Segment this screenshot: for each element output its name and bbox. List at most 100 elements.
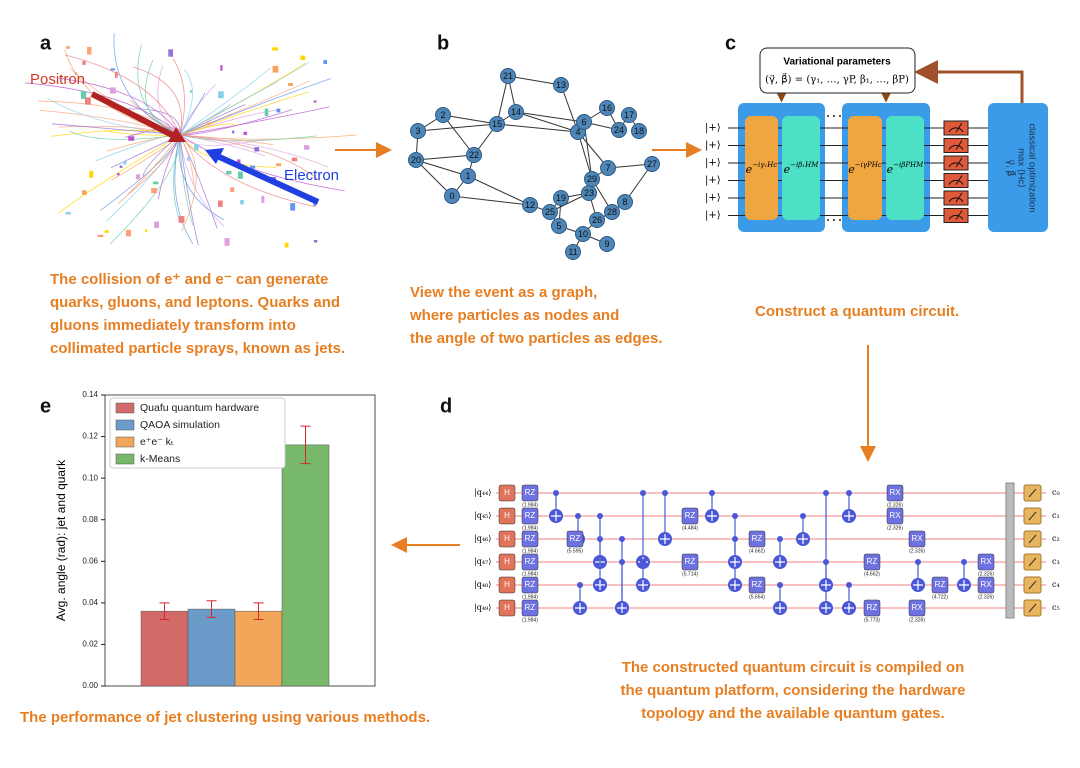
- cnot-plus: [575, 603, 585, 613]
- barrier: [1005, 482, 1015, 619]
- ellipsis-dot: [827, 219, 829, 221]
- caption-line: The performance of jet clustering using …: [20, 709, 430, 726]
- gate-label: RZ: [867, 603, 878, 612]
- measure-icon: [948, 140, 964, 150]
- cnot-control: [619, 536, 625, 542]
- graph-node: [584, 171, 600, 187]
- node-label: 20: [411, 155, 421, 165]
- detector-hit: [109, 87, 116, 94]
- graph-node: [604, 204, 620, 220]
- electron-arrow-head: [205, 148, 224, 164]
- clbit-label: c₀: [1052, 488, 1060, 497]
- qubit-label: |q₄₄⟩: [474, 488, 491, 497]
- graph-node: [542, 204, 558, 220]
- detector-hit: [313, 202, 317, 206]
- plus-state: |+⟩: [705, 210, 721, 221]
- graph-edge: [577, 131, 593, 180]
- plus-state: |+⟩: [705, 123, 721, 134]
- detector-hit: [254, 147, 260, 152]
- gate: [886, 507, 904, 525]
- graph-node: [575, 226, 591, 242]
- graph-node: [617, 194, 633, 210]
- legend-label: Quafu quantum hardware: [140, 402, 259, 414]
- gate-label: RX: [889, 511, 901, 520]
- plus-state: |+⟩: [705, 140, 721, 151]
- gate: [908, 599, 926, 617]
- gate-param: (2.326): [909, 548, 925, 554]
- gate-label: H: [504, 488, 510, 497]
- gate-formula: e−iγPHc: [848, 161, 882, 176]
- cnot-plus: [844, 511, 854, 521]
- gate-block: [886, 116, 924, 220]
- detector-hit: [232, 130, 235, 134]
- gate-param: (5.595): [567, 548, 583, 554]
- caption-line: The constructed quantum circuit is compi…: [622, 659, 965, 676]
- plus-state: |+⟩: [705, 158, 721, 169]
- detector-hit: [249, 165, 256, 169]
- y-tick-label: 0.02: [82, 640, 98, 649]
- gate-label: RZ: [752, 580, 763, 589]
- particle-track: [179, 134, 316, 208]
- detector-hit: [128, 136, 135, 141]
- feedback-arrow: [914, 60, 1024, 103]
- graph-node: [522, 197, 538, 213]
- cnot-plus: [821, 603, 831, 613]
- cnot-plus: [775, 603, 785, 613]
- positron-arrow-head: [168, 127, 186, 142]
- ellipsis-dot: [833, 115, 835, 117]
- node-label: 7: [605, 163, 610, 173]
- ellipsis-dot: [839, 115, 841, 117]
- node-label: 18: [634, 126, 644, 136]
- gate-param: (5.664): [749, 594, 765, 600]
- cnot-plus: [821, 580, 831, 590]
- particle-track: [178, 134, 224, 221]
- detector-hit: [89, 170, 94, 178]
- gate: [977, 553, 995, 571]
- graph-edge: [442, 114, 498, 125]
- node-label: 21: [503, 71, 513, 81]
- y-tick-label: 0.06: [82, 556, 98, 565]
- node-label: 10: [578, 229, 588, 239]
- cnot-control: [732, 513, 738, 519]
- gate: [977, 576, 995, 594]
- ellipsis-dot: [839, 219, 841, 221]
- gate: [863, 599, 881, 617]
- node-label: 15: [492, 119, 502, 129]
- gate: [521, 507, 539, 525]
- particle-track: [179, 134, 197, 232]
- error-bar: [253, 602, 264, 620]
- detector-hit: [66, 46, 70, 49]
- graph-node: [466, 147, 482, 163]
- gate-param: (2.326): [887, 525, 903, 531]
- gate-base: e: [848, 163, 855, 176]
- gate-param: (2.326): [978, 571, 994, 577]
- gate-label: RZ: [752, 534, 763, 543]
- detector-hit: [240, 199, 244, 205]
- cnot-control: [961, 559, 967, 565]
- positron-arrow: [90, 91, 180, 141]
- gate: [521, 599, 539, 617]
- node-label: 5: [556, 221, 561, 231]
- detector-hit: [276, 163, 282, 167]
- measure-icon: [948, 157, 964, 168]
- measure-icon: [948, 175, 964, 185]
- particle-track: [179, 91, 310, 136]
- caption-line: View the event as a graph,: [410, 284, 597, 301]
- gate: [521, 530, 539, 548]
- panel-e: e 0.00 0.02 0.04 0.06 0.08 0.10 0.12 0.14 Avg. an…: [20, 390, 430, 726]
- particle-track: [179, 134, 329, 168]
- particle-track: [132, 66, 182, 136]
- gate-param: (4.484): [682, 525, 698, 531]
- node-label: 27: [647, 159, 657, 169]
- detector-hit: [276, 108, 281, 113]
- gate-base: e: [784, 163, 791, 176]
- clbit-label: c₂: [1052, 534, 1060, 543]
- cnot-control: [640, 490, 646, 496]
- detector-hit: [82, 190, 87, 195]
- detector-hit: [313, 240, 318, 243]
- panel-letter: a: [40, 32, 52, 54]
- caption-line: collimated particle sprays, known as jet…: [50, 340, 345, 357]
- caption-line: the angle of two particles as edges.: [410, 330, 663, 347]
- clbit-label: c₁: [1052, 511, 1060, 520]
- measure-needle: [1028, 557, 1037, 567]
